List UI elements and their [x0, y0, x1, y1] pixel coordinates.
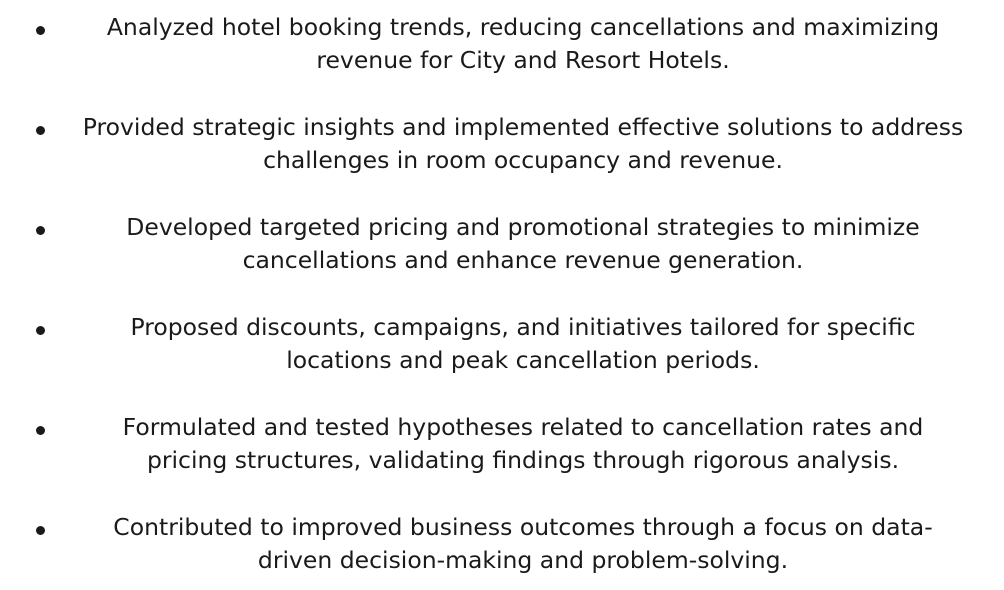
bullet-item: Proposed discounts, campaigns, and initi…: [0, 311, 1004, 381]
bullet-dot-icon: [36, 226, 45, 235]
bullet-dot-icon: [36, 26, 45, 35]
bullet-line: challenges in room occupancy and revenue…: [263, 146, 783, 174]
bullet-dot-icon: [36, 126, 45, 135]
bullet-dot-icon: [36, 326, 45, 335]
bullet-line: Proposed discounts, campaigns, and initi…: [130, 313, 916, 341]
bullet-line: revenue for City and Resort Hotels.: [316, 46, 730, 74]
bullet-text: Provided strategic insights and implemen…: [60, 111, 986, 177]
bullet-text: Proposed discounts, campaigns, and initi…: [60, 311, 986, 377]
bullet-text: Formulated and tested hypotheses related…: [60, 411, 986, 477]
bullet-dot-icon: [36, 526, 45, 535]
bullet-item: Analyzed hotel booking trends, reducing …: [0, 11, 1004, 81]
bullet-line: Contributed to improved business outcome…: [113, 513, 933, 541]
bullet-item: Developed targeted pricing and promotion…: [0, 211, 1004, 281]
bullet-dot-icon: [36, 426, 45, 435]
bullet-text: Contributed to improved business outcome…: [60, 511, 986, 577]
bullet-line: Developed targeted pricing and promotion…: [126, 213, 920, 241]
bullet-line: cancellations and enhance revenue genera…: [242, 246, 804, 274]
bullet-line: Formulated and tested hypotheses related…: [122, 413, 924, 441]
bullet-text: Analyzed hotel booking trends, reducing …: [60, 11, 986, 77]
bullet-text: Developed targeted pricing and promotion…: [60, 211, 986, 277]
bullet-item: Provided strategic insights and implemen…: [0, 111, 1004, 181]
bullet-line: Analyzed hotel booking trends, reducing …: [106, 13, 940, 41]
bullet-item: Contributed to improved business outcome…: [0, 511, 1004, 581]
bullet-item: Formulated and tested hypotheses related…: [0, 411, 1004, 481]
bullet-line: driven decision-making and problem-solvi…: [257, 546, 789, 574]
bullet-line: pricing structures, validating findings …: [146, 446, 900, 474]
bullet-line: locations and peak cancellation periods.: [286, 346, 760, 374]
bullet-line: Provided strategic insights and implemen…: [82, 113, 964, 141]
